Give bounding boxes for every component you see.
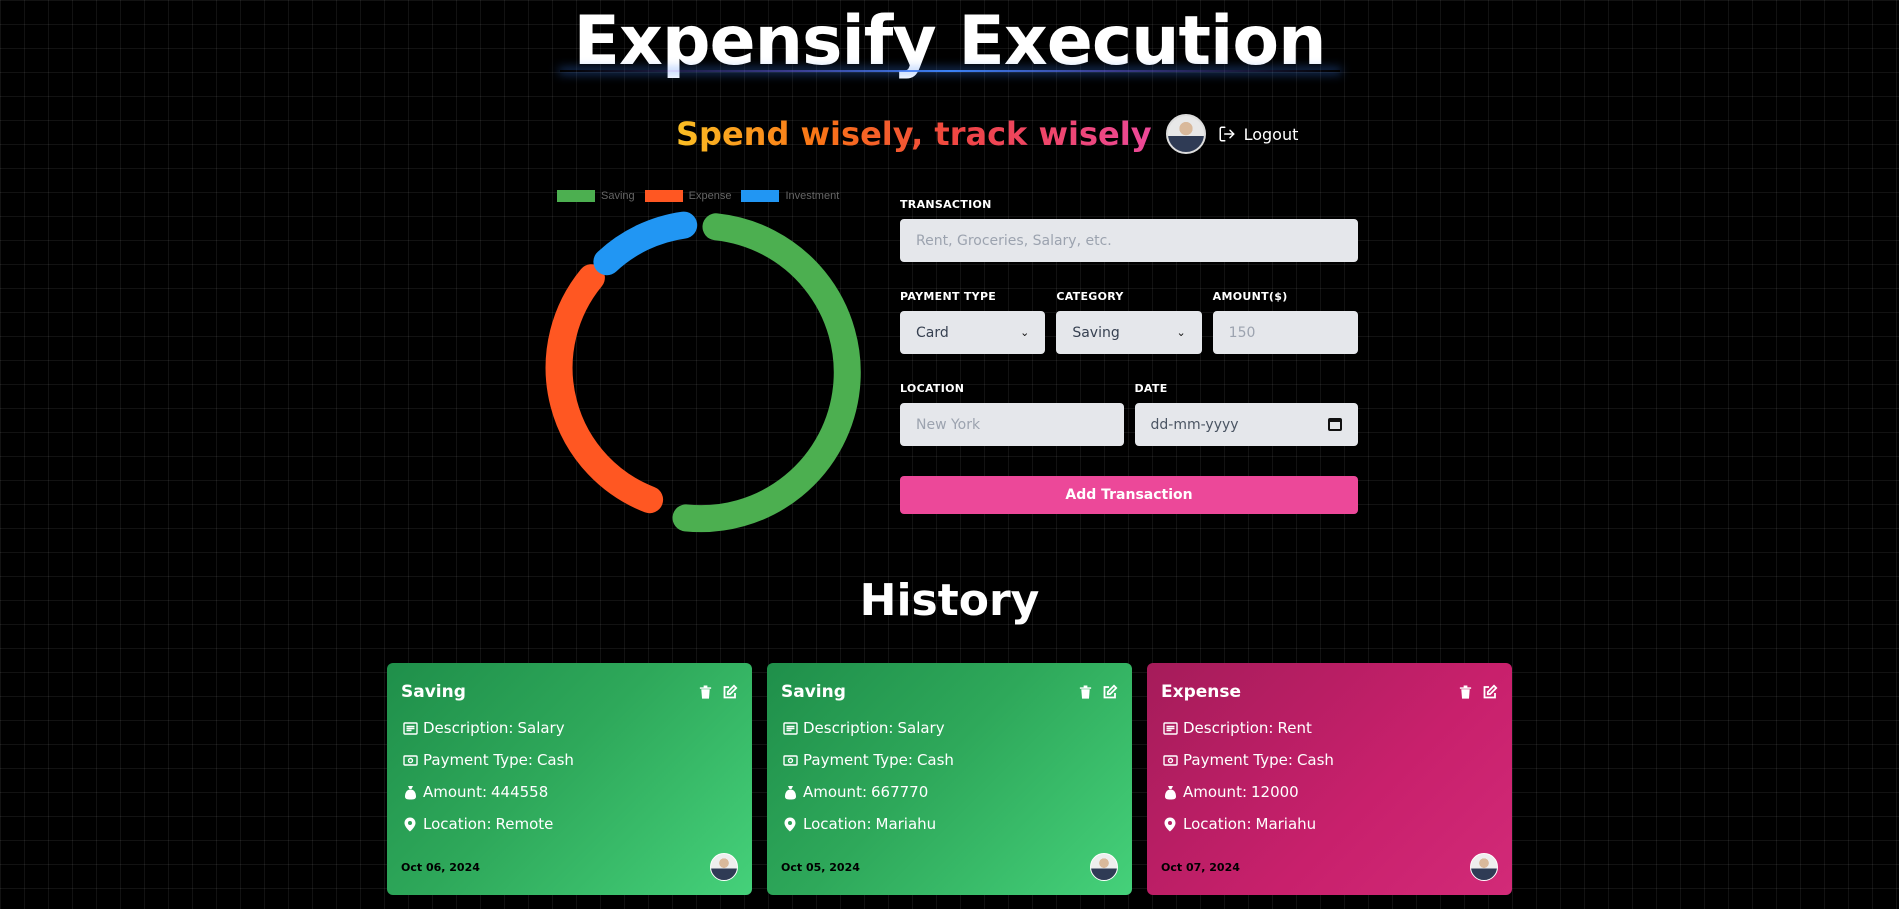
transaction-input[interactable]: Rent, Groceries, Salary, etc.	[900, 219, 1358, 262]
date-placeholder: dd-mm-yyyy	[1150, 416, 1239, 433]
page-title: Expensify Execution	[573, 2, 1327, 81]
calendar-icon[interactable]	[1328, 418, 1342, 431]
legend-label-saving: Saving	[601, 190, 635, 202]
card-category: Saving	[401, 682, 466, 702]
card-date: Oct 07, 2024	[1161, 860, 1240, 874]
money-icon	[781, 754, 799, 766]
amount-label: Amount:	[803, 783, 867, 801]
description-value: Salary	[897, 719, 945, 737]
money-bag-icon	[401, 785, 419, 800]
description-label: Description:	[1183, 719, 1274, 737]
category-label: CATEGORY	[1056, 290, 1124, 303]
category-select[interactable]: Saving ⌄	[1056, 311, 1202, 354]
payment-type-label: Payment Type:	[1183, 751, 1293, 769]
trash-icon[interactable]	[698, 684, 713, 700]
chart-legend: Saving Expense Investment	[557, 190, 849, 202]
payment-type-value: Cash	[536, 751, 574, 769]
date-input[interactable]: dd-mm-yyyy	[1134, 403, 1358, 446]
amount-value: 667770	[871, 783, 929, 801]
location-label: Location:	[803, 815, 872, 833]
payment-type-select[interactable]: Card ⌄	[900, 311, 1046, 354]
category-value: Saving	[1072, 324, 1120, 341]
logout-label: Logout	[1243, 124, 1299, 144]
chart-segment-investment[interactable]	[593, 211, 698, 276]
date-label: DATE	[1134, 382, 1168, 395]
amount-value: 444558	[491, 783, 549, 801]
payment-type-value: Cash	[916, 751, 954, 769]
edit-icon[interactable]	[1102, 684, 1118, 700]
tagline: Spend wisely, track wisely	[676, 115, 1152, 153]
transaction-card: Saving Description: Salary Payment Type:…	[767, 663, 1132, 895]
legend-item-saving[interactable]: Saving	[557, 190, 635, 202]
description-label: Description:	[803, 719, 894, 737]
location-label: LOCATION	[900, 382, 965, 395]
money-bag-icon	[781, 785, 799, 800]
amount-label: Amount:	[1183, 783, 1247, 801]
amount-label: AMOUNT($)	[1212, 290, 1288, 303]
money-icon	[1161, 754, 1179, 766]
add-transaction-button[interactable]: Add Transaction	[900, 476, 1358, 514]
title-glow-line	[560, 70, 1340, 72]
payment-type-value: Card	[916, 324, 949, 341]
edit-icon[interactable]	[1482, 684, 1498, 700]
trash-icon[interactable]	[1078, 684, 1093, 700]
location-input[interactable]: New York	[900, 403, 1124, 446]
chart-segment-saving[interactable]	[672, 213, 861, 533]
document-icon	[1161, 721, 1179, 735]
location-pin-icon	[781, 817, 799, 832]
payment-type-value: Cash	[1296, 751, 1334, 769]
card-category: Expense	[1161, 682, 1242, 702]
document-icon	[781, 721, 799, 735]
avatar	[1470, 853, 1498, 881]
description-value: Rent	[1277, 719, 1312, 737]
legend-item-expense[interactable]: Expense	[644, 190, 732, 202]
trash-icon[interactable]	[1458, 684, 1473, 700]
transaction-card: Saving Description: Salary Payment Type:…	[387, 663, 752, 895]
description-value: Salary	[517, 719, 565, 737]
description-label: Description:	[423, 719, 514, 737]
chevron-down-icon: ⌄	[1176, 326, 1186, 339]
user-avatar	[1165, 114, 1206, 154]
amount-input[interactable]: 150	[1212, 311, 1358, 354]
transaction-card: Expense Description: Rent Payment Type: …	[1147, 663, 1512, 895]
card-date: Oct 06, 2024	[401, 860, 480, 874]
legend-swatch-saving	[557, 190, 595, 202]
avatar	[710, 853, 738, 881]
subheader: Spend wisely, track wisely Logout	[676, 110, 1298, 158]
card-date: Oct 05, 2024	[781, 860, 860, 874]
edit-icon[interactable]	[722, 684, 738, 700]
history-cards: Saving Description: Salary Payment Type:…	[387, 663, 1512, 895]
card-category: Saving	[781, 682, 846, 702]
logout-icon	[1218, 125, 1236, 143]
location-label: Location:	[1183, 815, 1252, 833]
location-value: Mariahu	[875, 815, 937, 833]
avatar	[1090, 853, 1118, 881]
transaction-label: TRANSACTION	[900, 198, 992, 211]
legend-label-expense: Expense	[688, 190, 732, 202]
transaction-form: TRANSACTION Rent, Groceries, Salary, etc…	[900, 198, 1358, 514]
legend-swatch-investment	[741, 190, 780, 202]
history-title: History	[859, 575, 1040, 626]
chevron-down-icon: ⌄	[1020, 326, 1030, 339]
payment-type-label: PAYMENT TYPE	[900, 290, 997, 303]
location-label: Location:	[423, 815, 492, 833]
legend-label-investment: Investment	[785, 190, 840, 202]
document-icon	[401, 721, 419, 735]
amount-label: Amount:	[423, 783, 487, 801]
legend-item-investment[interactable]: Investment	[741, 190, 839, 202]
chart-segment-expense[interactable]	[545, 264, 664, 514]
legend-swatch-expense	[644, 190, 683, 202]
money-icon	[401, 754, 419, 766]
location-pin-icon	[1161, 817, 1179, 832]
location-pin-icon	[401, 817, 419, 832]
money-bag-icon	[1161, 785, 1179, 800]
doughnut-chart[interactable]	[530, 205, 870, 545]
logout-button[interactable]: Logout	[1218, 124, 1299, 144]
payment-type-label: Payment Type:	[423, 751, 533, 769]
location-value: Mariahu	[1255, 815, 1317, 833]
payment-type-label: Payment Type:	[803, 751, 913, 769]
amount-value: 12000	[1251, 783, 1299, 801]
location-value: Remote	[495, 815, 554, 833]
